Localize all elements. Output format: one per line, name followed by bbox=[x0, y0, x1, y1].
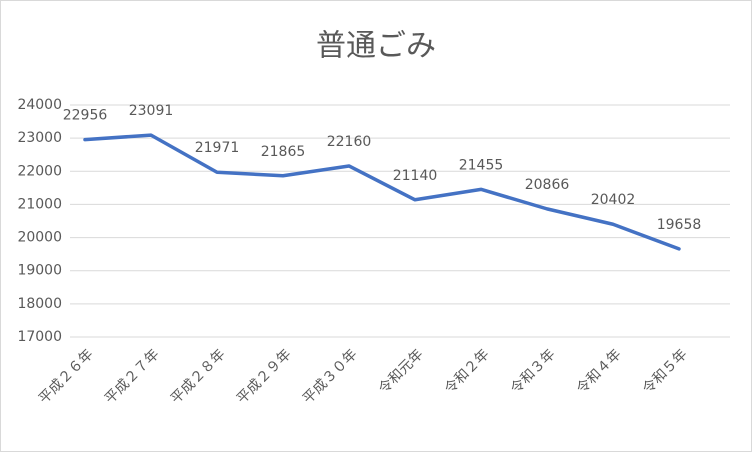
y-tick-label: 20000 bbox=[17, 230, 62, 246]
data-label: 22956 bbox=[63, 108, 108, 124]
data-label: 21455 bbox=[459, 157, 504, 173]
data-label: 21865 bbox=[261, 144, 306, 160]
y-tick-label: 21000 bbox=[17, 196, 62, 212]
y-tick-label: 18000 bbox=[17, 296, 62, 312]
data-label: 21971 bbox=[195, 140, 240, 156]
data-label: 19658 bbox=[657, 217, 702, 233]
data-label: 20866 bbox=[525, 177, 570, 193]
y-tick-label: 22000 bbox=[17, 163, 62, 179]
data-label: 22160 bbox=[327, 134, 372, 150]
y-tick-label: 17000 bbox=[17, 329, 62, 345]
data-label: 21140 bbox=[393, 168, 438, 184]
y-tick-label: 24000 bbox=[17, 97, 62, 113]
y-tick-label: 19000 bbox=[17, 263, 62, 279]
y-tick-label: 23000 bbox=[17, 130, 62, 146]
chart-title: 普通ごみ bbox=[316, 29, 436, 64]
data-label: 20402 bbox=[591, 192, 636, 208]
line-series bbox=[83, 133, 681, 251]
data-label: 23091 bbox=[129, 103, 174, 119]
